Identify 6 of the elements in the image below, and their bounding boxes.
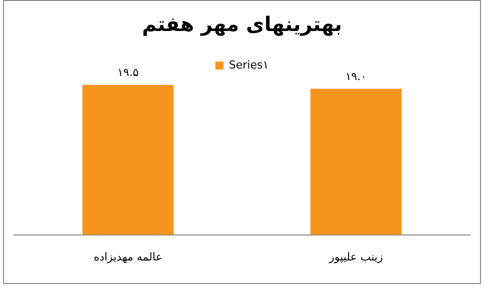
chart-title: بهترینهای مهر هفتم: [142, 12, 342, 36]
data-label: ۱۹.۰: [345, 70, 367, 84]
x-tick-label: عالمه مهدیزاده: [94, 250, 162, 264]
legend-label: Series۱: [228, 58, 269, 72]
data-label: ۱۹.۵: [117, 66, 139, 80]
x-tick-label: زینب علیپور: [328, 250, 383, 264]
